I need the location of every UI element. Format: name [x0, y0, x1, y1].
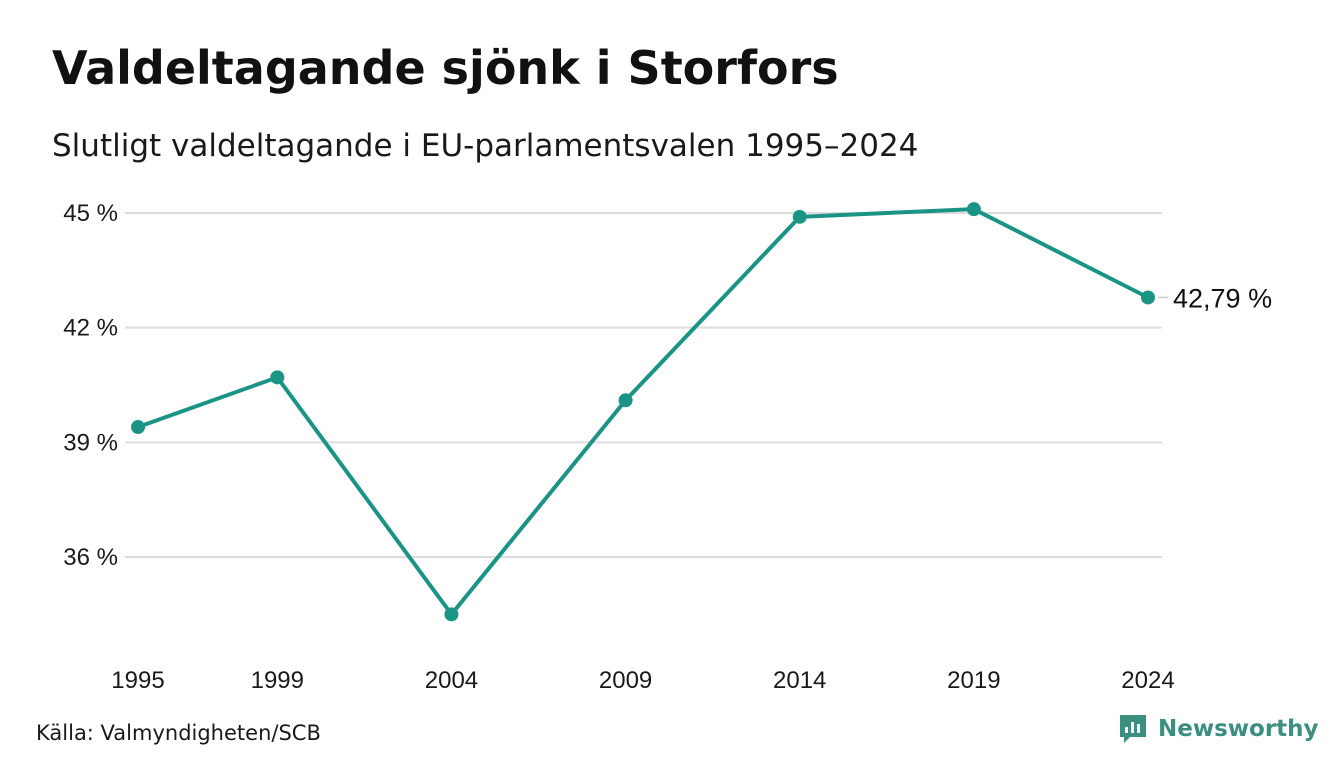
x-tick-label: 1995 [111, 667, 164, 694]
x-tick-label: 1999 [251, 667, 304, 694]
x-tick-label: 2014 [773, 667, 826, 694]
chart-title: Valdeltagande sjönk i Storfors [52, 41, 839, 95]
brand-name: Newsworthy [1158, 716, 1319, 742]
y-tick-label: 39 % [63, 429, 118, 456]
newsworthy-logo-icon [1120, 715, 1146, 743]
source-note: Källa: Valmyndigheten/SCB [36, 721, 321, 745]
brand-logo: Newsworthy [1118, 713, 1319, 745]
data-point [270, 370, 285, 385]
data-point [618, 393, 633, 408]
y-tick-label: 36 % [63, 544, 118, 571]
data-point [966, 202, 981, 217]
series-line [136, 207, 1150, 617]
y-tick-label: 45 % [63, 200, 118, 227]
data-point [444, 607, 459, 622]
x-tick-label: 2009 [599, 667, 652, 694]
data-point [131, 420, 145, 435]
end-value-label: 42,79 % [1173, 283, 1272, 313]
data-point [792, 209, 807, 224]
y-tick-label: 42 % [63, 315, 118, 342]
x-tick-label: 2024 [1121, 667, 1174, 694]
x-tick-label: 2019 [947, 667, 1000, 694]
data-point [1141, 290, 1155, 305]
chart-subtitle: Slutligt valdeltagande i EU-parlamentsva… [52, 128, 919, 164]
x-tick-label: 2004 [425, 667, 478, 694]
